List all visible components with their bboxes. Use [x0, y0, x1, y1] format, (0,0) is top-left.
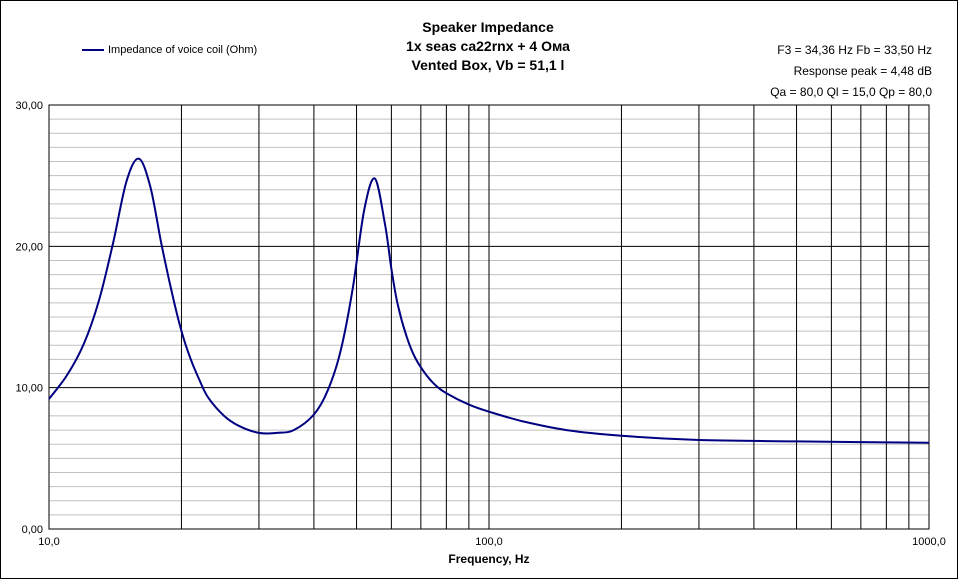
title-line-3: Vented Box, Vb = 51,1 l	[411, 57, 565, 73]
param-f3-fb: F3 = 34,36 Hz Fb = 33,50 Hz	[777, 43, 932, 57]
y-tick-label: 0,00	[22, 524, 43, 536]
title-line-2: 1x seas ca22rnx + 4 Ома	[406, 38, 570, 54]
legend-label: Impedance of voice coil (Ohm)	[108, 44, 258, 56]
param-q-values: Qa = 80,0 Ql = 15,0 Qp = 80,0	[770, 85, 932, 99]
y-tick-label: 30,00	[15, 100, 43, 112]
chart-title: Speaker Impedance 1x seas ca22rnx + 4 Ом…	[0, 18, 958, 75]
legend-swatch	[82, 49, 104, 52]
x-axis-label: Frequency, Hz	[448, 552, 530, 566]
plot-border	[48, 104, 930, 530]
x-tick-label: 1000,0	[912, 536, 946, 548]
x-tick-label: 100,0	[475, 536, 503, 548]
title-line-1: Speaker Impedance	[422, 19, 554, 35]
legend: Impedance of voice coil (Ohm)	[82, 44, 257, 56]
y-tick-label: 20,00	[15, 241, 43, 253]
x-tick-label: 10,0	[38, 536, 59, 548]
y-tick-label: 10,00	[15, 383, 43, 395]
series-line-0	[48, 157, 930, 444]
param-response-peak: Response peak = 4,48 dB	[793, 64, 932, 78]
box-parameters: F3 = 34,36 Hz Fb = 33,50 Hz Response pea…	[770, 40, 932, 103]
